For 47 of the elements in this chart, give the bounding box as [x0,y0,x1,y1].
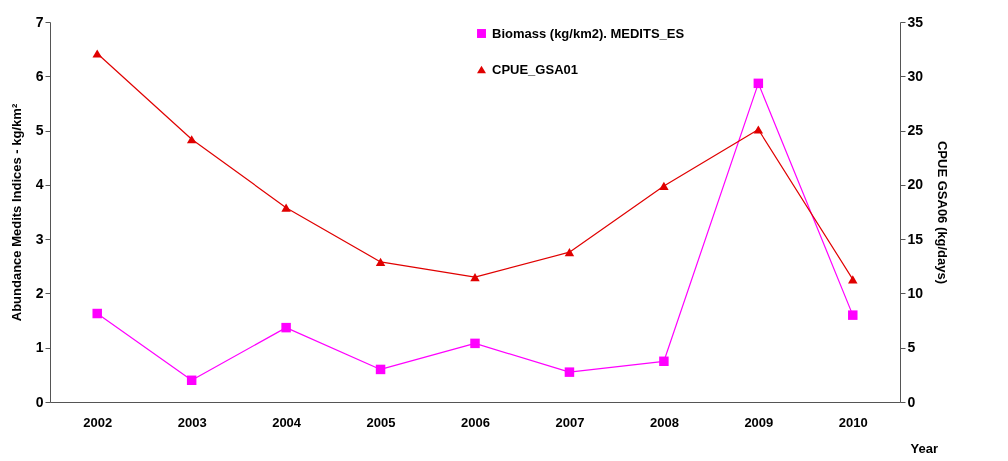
y2-tick-label: 5 [907,339,916,356]
x-axis-title: Year [910,440,938,456]
point [659,181,669,191]
legend-label: CPUE_GSA01 [492,61,578,77]
point [659,356,669,367]
x-tick-label: 2005 [366,414,396,430]
y-tick-label: 6 [35,67,44,84]
y-axis-title: Abundance Medits Indices - kg/km² [8,103,24,322]
point [375,257,386,267]
x-tick-label: 2010 [838,414,868,430]
point [470,338,480,349]
point [92,49,102,58]
y2-tick-label: 20 [907,176,924,193]
x-tick-label: 2009 [744,414,774,430]
x-tick-label: 2004 [272,414,302,430]
point [186,135,197,144]
point [281,203,291,212]
y-tick-label: 3 [35,230,44,247]
y-tick-label: 5 [35,122,44,139]
y-tick-label: 0 [35,393,44,410]
point [92,308,102,319]
point [470,273,480,282]
y-tick-label: 1 [35,339,44,356]
x-tick-label: 2008 [649,414,679,430]
point [281,322,291,333]
x-tick-label: 2007 [555,414,585,430]
y2-tick-label: 30 [907,67,924,84]
y2-tick-label: 0 [907,393,916,410]
point [564,367,575,377]
y-tick-label: 7 [35,13,44,30]
x-tick-label: 2002 [83,414,113,430]
point [186,375,197,386]
point [753,78,764,89]
y2-tick-label: 35 [907,13,924,30]
legend-label: Biomass (kg/km2). MEDITS_ES [492,25,685,41]
y2-axis-title: CPUE GSA06 (kg/days) [935,140,951,285]
point [375,364,386,375]
point [564,248,575,257]
point [753,125,764,134]
x-tick-label: 2006 [461,414,490,430]
point [848,310,858,320]
y2-tick-label: 25 [907,122,924,139]
y2-tick-label: 10 [907,284,924,301]
y-tick-label: 2 [35,284,44,301]
x-tick-label: 2003 [177,414,207,430]
y2-tick-label: 15 [907,230,924,247]
y-tick-label: 4 [35,176,44,193]
